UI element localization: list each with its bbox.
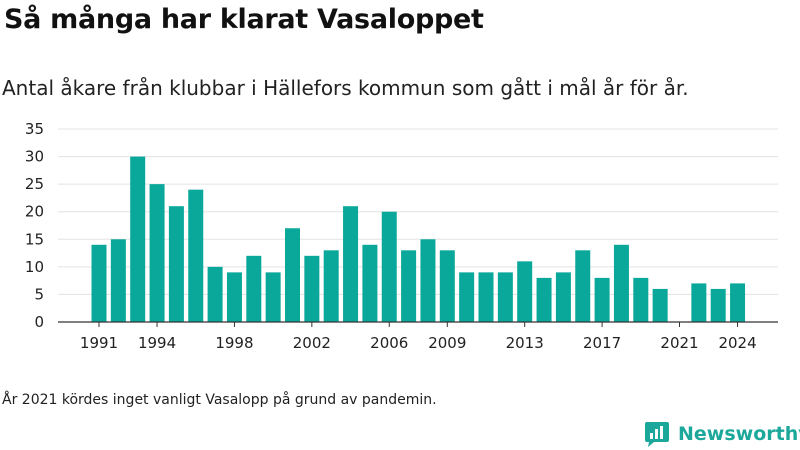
bar-chart-icon [645,422,669,447]
x-tick-label: 1991 [80,334,118,352]
bar-2002 [304,255,320,322]
x-tick-label: 2002 [293,334,331,352]
bar-1999 [246,255,262,322]
bar-2006 [381,211,397,322]
bar-2012 [497,272,513,322]
bar-2017 [594,277,610,322]
bar-chart: 0 5 10 15 20 25 30 35 1991 1994 1998 2002 2006 2009 2… [25,120,778,352]
bar-2022 [691,283,707,322]
bar-2011 [478,272,494,322]
bar-1992 [110,239,126,322]
bar-1998 [226,272,242,322]
y-tick-label: 30 [25,148,44,166]
bar-2010 [459,272,475,322]
bar-2000 [265,272,281,322]
x-tick-label: 2013 [506,334,544,352]
bar-2003 [323,250,339,322]
bar-2023 [710,288,726,322]
bar-2009 [439,250,455,322]
bar-2015 [555,272,571,322]
bar-2020 [652,288,668,322]
y-tick-label: 20 [25,203,44,221]
brand-logo: Newsworthy [644,420,800,448]
x-tick-label: 2017 [583,334,621,352]
bar-1997 [207,266,223,322]
bar-2013 [517,261,533,322]
bar-1993 [130,156,146,322]
brand-name: Newsworthy [678,423,800,445]
y-tick-label: 5 [34,285,44,303]
y-tick-label: 15 [25,230,44,248]
x-axis-ticks: 1991 1994 1998 2002 2006 2009 2013 2017 2021 2024 [80,322,757,352]
x-tick-label: 2024 [718,334,756,352]
x-tick-label: 2021 [660,334,698,352]
bar-1995 [168,206,184,322]
bar-2004 [343,206,359,322]
bar-2008 [420,239,436,322]
y-tick-label: 35 [25,120,44,138]
gridlines [58,128,778,295]
bar-1994 [149,184,165,322]
y-axis-ticks: 0 5 10 15 20 25 30 35 [25,120,44,331]
bar-2024 [730,283,746,322]
bars [91,156,746,322]
x-tick-label: 2009 [428,334,466,352]
bar-2007 [401,250,417,322]
x-tick-label: 1998 [215,334,253,352]
bar-1991 [91,244,107,322]
bar-2001 [285,228,300,322]
y-tick-label: 25 [25,175,44,193]
x-tick-label: 1994 [138,334,176,352]
y-tick-label: 0 [34,313,44,331]
footnote: År 2021 kördes inget vanligt Vasalopp på… [2,392,437,408]
bar-1996 [188,189,204,322]
x-tick-label: 2006 [370,334,408,352]
y-tick-label: 10 [25,258,44,276]
bar-2019 [633,277,649,322]
chart-subtitle: Antal åkare från klubbar i Hällefors kom… [2,76,689,100]
bar-2016 [575,250,591,322]
bar-2005 [362,244,378,322]
bar-2018 [613,244,629,322]
bar-2014 [536,277,552,322]
chart-title: Så många har klarat Vasaloppet [4,4,484,35]
